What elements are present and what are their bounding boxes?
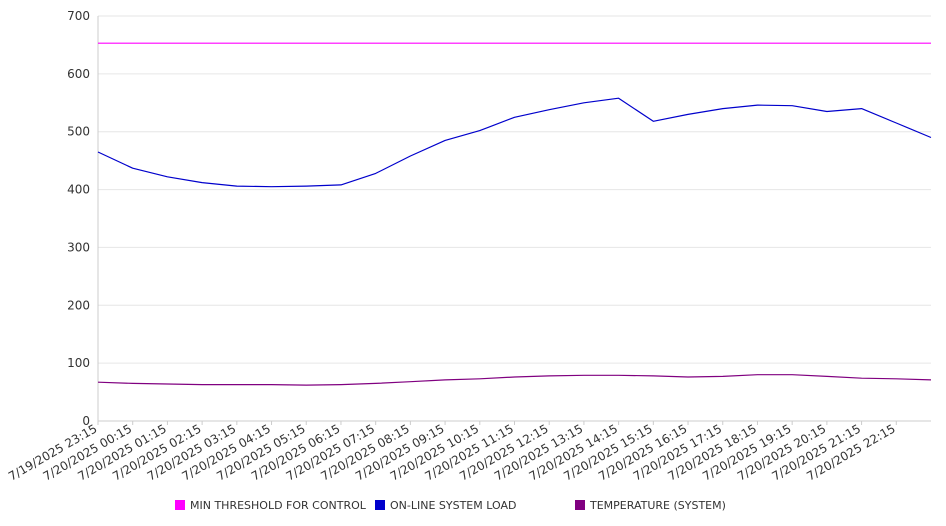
- legend-swatch: [575, 500, 585, 510]
- y-tick-label: 600: [67, 67, 90, 81]
- legend-label: MIN THRESHOLD FOR CONTROL: [190, 499, 367, 512]
- y-tick-label: 100: [67, 356, 90, 370]
- grid-lines: [98, 15, 931, 422]
- series-line-1: [97, 97, 932, 188]
- legend-label: ON-LINE SYSTEM LOAD: [390, 499, 516, 512]
- y-tick-label: 400: [67, 183, 90, 197]
- y-tick-label: 500: [67, 125, 90, 139]
- y-axis-ticks: 0 100 200 300 400 500 600 700: [67, 9, 90, 428]
- legend-label: TEMPERATURE (SYSTEM): [589, 499, 726, 512]
- y-tick-label: 0: [82, 414, 90, 428]
- y-tick-label: 200: [67, 298, 90, 312]
- x-axis-ticks: 7/19/2025 23:157/20/2025 00:157/20/2025 …: [6, 421, 898, 484]
- legend: MIN THRESHOLD FOR CONTROL ON-LINE SYSTEM …: [175, 499, 726, 512]
- y-tick-label: 700: [67, 9, 90, 23]
- series-lines: [97, 42, 932, 386]
- legend-swatch: [175, 500, 185, 510]
- axes: [97, 16, 931, 422]
- legend-swatch: [375, 500, 385, 510]
- series-line-2: [97, 374, 932, 386]
- y-tick-label: 300: [67, 240, 90, 254]
